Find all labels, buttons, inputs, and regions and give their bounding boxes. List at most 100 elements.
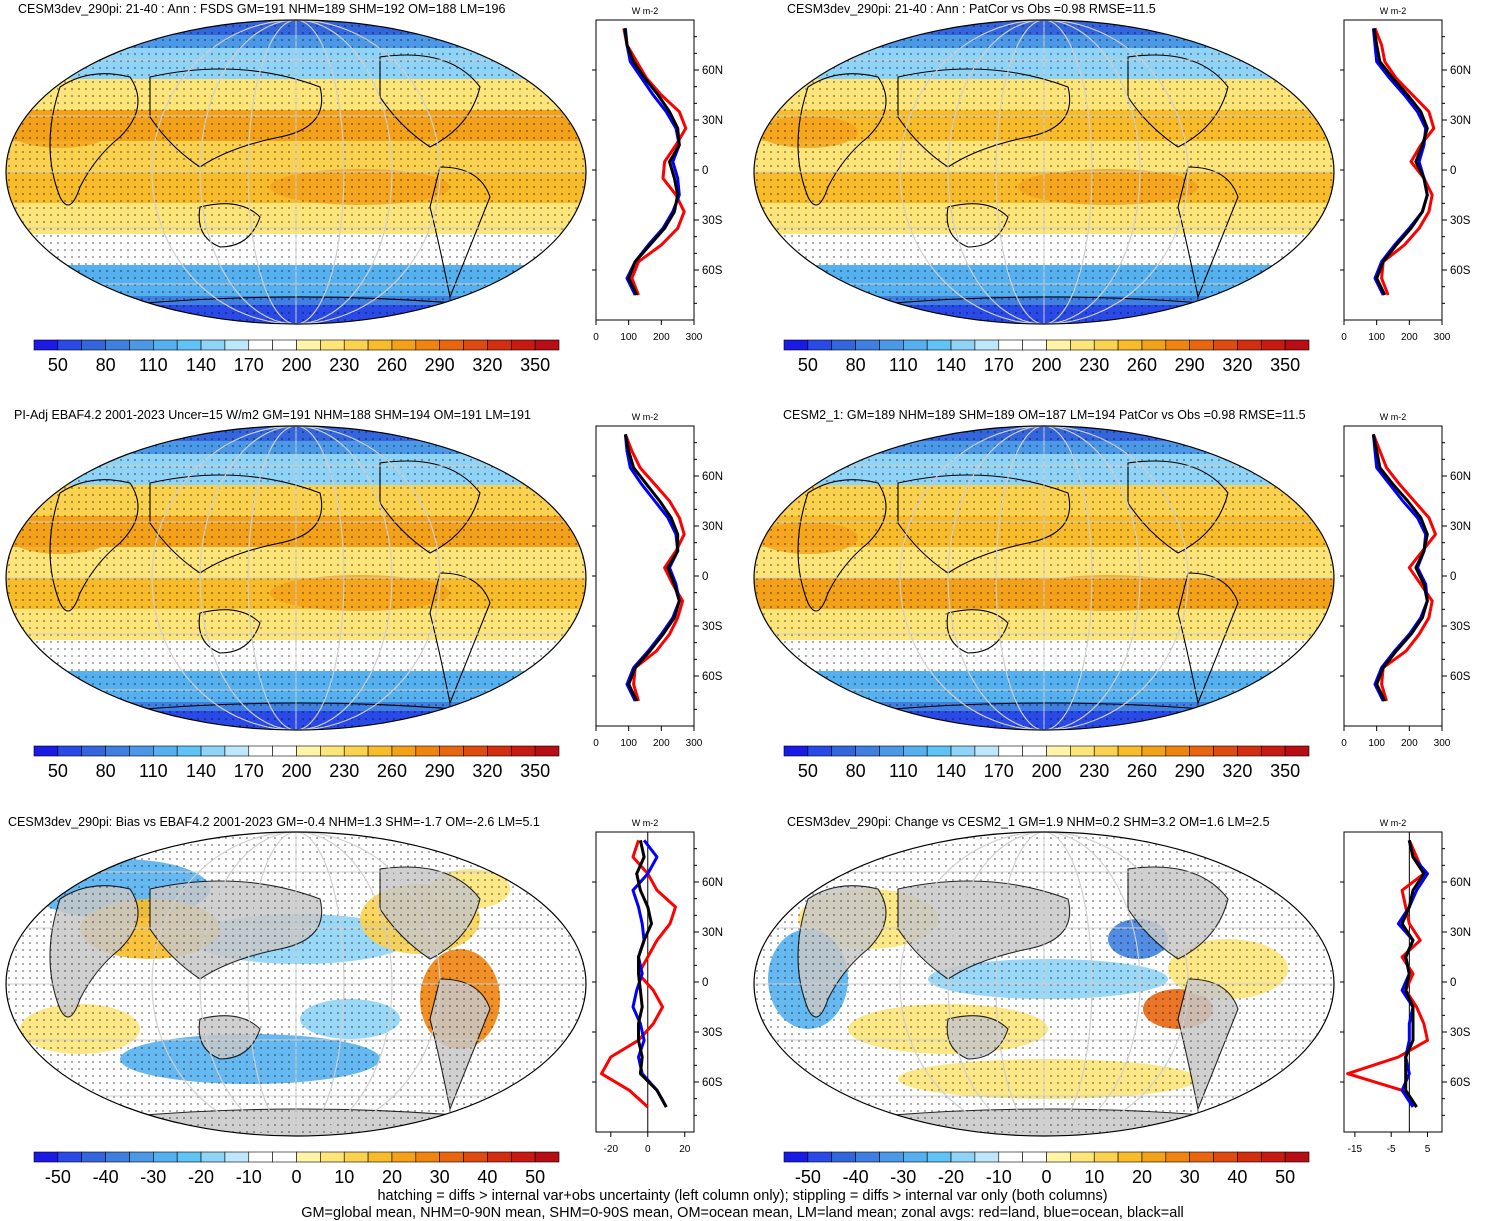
- colorbar-1: 50 80 110 140 170 200 230 260 290 320 350: [33, 339, 560, 375]
- colorbar-tick-label: 350: [520, 355, 550, 375]
- zonal-lat-tick-label: 0: [1450, 977, 1456, 989]
- colorbar-swatch: [534, 339, 560, 351]
- footer-note-legend: GM=global mean, NHM=0-90N mean, SHM=0-90…: [301, 1205, 1184, 1221]
- colorbar-swatch: [831, 339, 856, 351]
- colorbar-swatch: [1046, 1151, 1071, 1163]
- colorbar-swatch: [1260, 1151, 1286, 1163]
- colorbar-5: -50 -40 -30 -20 -10 0 10 20 30 40 50: [33, 1151, 560, 1187]
- colorbar-swatch: [200, 339, 226, 351]
- zonal-x-tick-label: 0: [645, 1144, 651, 1155]
- colorbar-swatch: [343, 1151, 369, 1163]
- zonal-x-tick-label: 0: [593, 738, 599, 749]
- colorbar-swatch: [439, 1151, 464, 1163]
- colorbar-swatch: [296, 339, 321, 351]
- zonal-lat-tick-label: 30N: [702, 521, 723, 533]
- colorbar-swatch: [248, 1151, 273, 1163]
- colorbar-swatch: [463, 1151, 488, 1163]
- colorbar-tick-label: -30: [890, 1167, 916, 1187]
- colorbar-swatch: [926, 1151, 952, 1163]
- zonal-lat-tick-label: 0: [1450, 571, 1456, 583]
- zonal-lat-tick-label: 0: [1450, 165, 1456, 177]
- colorbar-swatch: [105, 1151, 130, 1163]
- colorbar-tick-label: 230: [329, 761, 359, 781]
- zonal-x-tick-label: 100: [1368, 332, 1385, 343]
- panel-title-6: CESM3dev_290pi: Change vs CESM2_1 GM=1.9…: [787, 815, 1270, 829]
- zonal-lat-tick-label: 30N: [1450, 521, 1471, 533]
- colorbar-tick-label: 230: [1079, 355, 1109, 375]
- colorbar-swatch: [1070, 745, 1095, 757]
- zonal-unit-label: W m-2: [1380, 818, 1407, 828]
- zonal-plot-1: W m-2 60N 30N 0 30S 60S 0 100 200 300: [592, 6, 723, 343]
- colorbar-tick-label: 80: [846, 355, 866, 375]
- zonal-plot-6: W m-2 60N 30N 0 30S 60S -15 -5 5: [1340, 818, 1471, 1155]
- colorbar-swatch: [57, 339, 83, 351]
- zonal-line-land: [624, 433, 686, 702]
- colorbar-tick-label: -10: [236, 1167, 262, 1187]
- colorbar-swatch: [1046, 339, 1071, 351]
- colorbar-swatch: [783, 339, 809, 351]
- colorbar-swatch: [1260, 745, 1286, 757]
- colorbar-swatch: [1284, 1151, 1310, 1163]
- colorbar-tick-label: 20: [382, 1167, 402, 1187]
- zonal-lat-tick-label: 60N: [702, 877, 723, 889]
- colorbar-swatch: [200, 745, 226, 757]
- colorbar-swatch: [343, 745, 369, 757]
- zonal-lat-tick-label: 30S: [1450, 215, 1471, 227]
- colorbar-swatch: [224, 1151, 250, 1163]
- colorbar-tick-label: -20: [188, 1167, 214, 1187]
- colorbar-tick-label: -40: [93, 1167, 119, 1187]
- colorbar-swatch: [1284, 339, 1310, 351]
- colorbar-swatch: [534, 1151, 560, 1163]
- colorbar-tick-label: 110: [139, 761, 168, 781]
- zonal-lat-tick-label: 60N: [702, 65, 723, 77]
- colorbar-tick-label: 10: [334, 1167, 354, 1187]
- colorbar-swatch: [510, 339, 536, 351]
- colorbar-swatch: [81, 339, 106, 351]
- colorbar-tick-label: 30: [1180, 1167, 1200, 1187]
- map-panel-4: [753, 425, 1335, 731]
- colorbar-tick-label: 200: [281, 355, 311, 375]
- zonal-unit-label: W m-2: [1380, 6, 1407, 16]
- zonal-plot-4: W m-2 60N 30N 0 30S 60S 0 100 200 300: [1340, 412, 1471, 749]
- colorbar-tick-label: 170: [234, 761, 264, 781]
- colorbar-swatch: [1237, 339, 1262, 351]
- colorbar-tick-label: -50: [45, 1167, 71, 1187]
- colorbar-swatch: [487, 339, 512, 351]
- colorbar-swatch: [81, 1151, 106, 1163]
- zonal-unit-label: W m-2: [632, 6, 659, 16]
- zonal-lat-tick-label: 60S: [702, 1077, 723, 1089]
- colorbar-tick-label: 110: [889, 355, 918, 375]
- colorbar-swatch: [1141, 339, 1167, 351]
- colorbar-swatch: [950, 1151, 976, 1163]
- zonal-x-tick-label: 200: [1401, 332, 1418, 343]
- colorbar-tick-label: 320: [472, 355, 502, 375]
- colorbar-swatch: [176, 745, 202, 757]
- colorbar-swatch: [1070, 339, 1095, 351]
- panel-title-4: CESM2_1: GM=189 NHM=189 SHM=189 OM=187 L…: [783, 408, 1306, 422]
- colorbar-swatch: [1046, 745, 1071, 757]
- colorbar-swatch: [129, 745, 154, 757]
- colorbar-swatch: [903, 745, 928, 757]
- colorbar-tick-label: 80: [96, 761, 116, 781]
- colorbar-swatch: [1022, 339, 1047, 351]
- zonal-x-tick-label: 20: [679, 1144, 691, 1155]
- colorbar-tick-label: -40: [843, 1167, 869, 1187]
- colorbar-swatch: [831, 745, 856, 757]
- colorbar-swatch: [391, 339, 417, 351]
- colorbar-swatch: [950, 745, 976, 757]
- colorbar-swatch: [1189, 1151, 1214, 1163]
- colorbar-swatch: [105, 339, 130, 351]
- map-panel-2: [753, 19, 1335, 325]
- colorbar-tick-label: 110: [139, 355, 168, 375]
- colorbar-swatch: [534, 745, 560, 757]
- colorbar-swatch: [272, 339, 297, 351]
- colorbar-swatch: [248, 745, 273, 757]
- colorbar-swatch: [879, 745, 904, 757]
- colorbar-swatch: [57, 1151, 83, 1163]
- colorbar-tick-label: 50: [48, 355, 68, 375]
- zonal-x-tick-label: 0: [1341, 332, 1347, 343]
- colorbar-swatch: [1070, 1151, 1095, 1163]
- colorbar-swatch: [1213, 339, 1238, 351]
- colorbar-swatch: [153, 339, 178, 351]
- colorbar-swatch: [296, 745, 321, 757]
